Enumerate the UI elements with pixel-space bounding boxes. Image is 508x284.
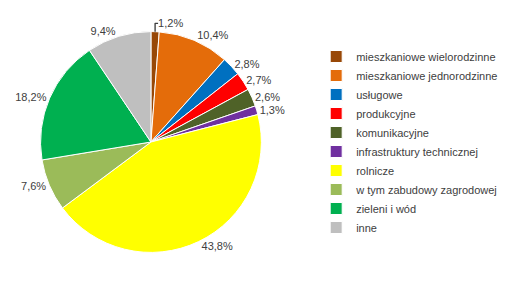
svg-text:18,2%: 18,2% [15,91,46,103]
svg-text:infrastruktury technicznej: infrastruktury technicznej [356,146,478,158]
svg-text:w tym zabudowy zagrodowej: w tym zabudowy zagrodowej [355,184,497,196]
svg-text:10,4%: 10,4% [197,29,228,41]
svg-text:1,3%: 1,3% [260,104,285,116]
svg-text:mieszkaniowe jednorodzinne: mieszkaniowe jednorodzinne [356,70,497,82]
svg-text:mieszkaniowe wielorodzinne: mieszkaniowe wielorodzinne [356,51,495,63]
svg-text:7,6%: 7,6% [21,180,46,192]
svg-text:43,8%: 43,8% [202,240,233,252]
svg-text:usługowe: usługowe [356,89,402,101]
svg-text:2,7%: 2,7% [246,74,271,86]
svg-text:produkcyjne: produkcyjne [356,108,415,120]
svg-text:9,4%: 9,4% [91,25,116,37]
svg-text:komunikacyjne: komunikacyjne [356,127,429,139]
svg-text:rolnicze: rolnicze [356,165,394,177]
svg-text:1,2%: 1,2% [158,17,183,29]
svg-text:2,6%: 2,6% [255,91,280,103]
svg-text:inne: inne [356,222,377,234]
svg-text:zieleni i wód: zieleni i wód [356,203,416,215]
svg-text:2,8%: 2,8% [234,58,259,70]
